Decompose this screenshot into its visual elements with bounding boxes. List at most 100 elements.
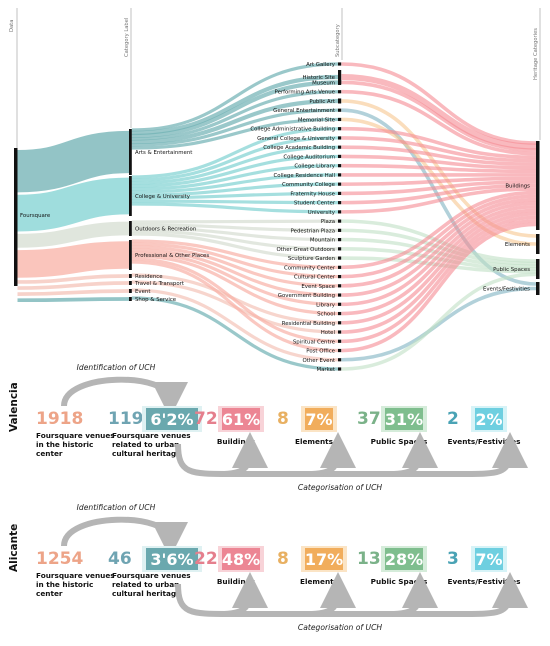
node-label-arts-and-entertainment: Arts & Entertainment — [135, 150, 192, 156]
public-percent: 28% — [385, 550, 423, 569]
node-buildings — [536, 141, 540, 230]
link-fraternity-house-to-buildings — [341, 180, 537, 196]
link-college-and-university-to-university — [131, 202, 339, 214]
node-label-community-college: Community College — [282, 182, 336, 188]
public-count: 13 — [357, 549, 381, 569]
column-title-subcategory: Subcategory — [335, 24, 341, 57]
elements-percent-box — [305, 408, 333, 430]
city-name-valencia: Valencia — [8, 382, 20, 432]
public-count: 37 — [357, 409, 381, 429]
node-performing-arts-venue — [338, 90, 342, 94]
node-label-outdoors-and-recreation: Outdoors & Recreation — [135, 227, 196, 233]
buildings-count: 22 — [194, 549, 218, 569]
node-sculpture-garden — [338, 256, 342, 260]
node-label-pedestrian-plaza: Pedestrian Plaza — [291, 228, 335, 234]
events-count: 2 — [447, 409, 459, 429]
link-museum-to-buildings — [341, 80, 537, 152]
link-professional-and-other-places-to-cultural-center — [131, 242, 339, 279]
node-label-foursquare: Foursquare — [20, 213, 51, 219]
related-count: 119 — [108, 409, 144, 429]
node-outdoors-and-recreation — [129, 221, 132, 236]
elements-percent-box — [305, 548, 343, 570]
node-historic-site — [338, 70, 342, 84]
buildings-percent-halo — [218, 546, 264, 572]
related-percent-halo — [142, 546, 202, 572]
node-event-space — [338, 284, 342, 288]
node-community-center — [338, 265, 342, 269]
link-arts-and-entertainment-to-historic-site — [131, 74, 339, 136]
node-label-events-festivities: Events/Festivities — [483, 287, 530, 293]
node-foursquare — [14, 148, 18, 286]
node-label-plaza: Plaza — [321, 219, 335, 225]
related-percent-box — [146, 548, 198, 570]
link-market-to-public-spaces — [341, 272, 537, 371]
buildings-percent-halo — [218, 406, 264, 432]
venues-count: 1918 — [36, 409, 83, 429]
node-label-university: University — [308, 210, 336, 216]
links-subcategory-to-heritage — [341, 62, 537, 371]
node-label-art-gallery: Art Gallery — [306, 62, 336, 68]
elements-percent-halo — [301, 406, 337, 432]
node-college-residence-hall — [338, 173, 342, 177]
link-college-and-university-to-student-center — [131, 199, 339, 205]
node-plaza — [338, 219, 342, 223]
link-outdoors-and-recreation-to-other-great-outdoors — [131, 229, 339, 251]
node-memorial-site — [338, 117, 342, 122]
node-label-college-administrative-building: College Administrative Building — [250, 127, 335, 133]
related-percent-halo — [142, 406, 202, 432]
node-student-center — [338, 201, 342, 205]
categorisation-arrow-buildings — [219, 432, 268, 477]
node-label-travel-and-transport: Travel & Transport — [134, 281, 184, 287]
node-label-spiritual-centre: Spiritual Centre — [293, 339, 336, 345]
link-college-and-university-to-community-college — [131, 182, 339, 197]
link-shop-and-service-to-market — [131, 296, 339, 371]
link-arts-and-entertainment-to-memorial-site — [131, 117, 339, 150]
node-professional-and-other-places — [129, 240, 132, 270]
identification-label: Identification of UCH — [77, 503, 156, 512]
link-outdoors-and-recreation-to-plaza — [131, 219, 339, 224]
link-source-residence — [17, 274, 130, 284]
link-college-and-university-to-college-academic-building — [131, 145, 339, 185]
node-cultural-center — [338, 274, 342, 279]
node-travel-and-transport — [129, 281, 132, 285]
node-label-mountain: Mountain — [310, 238, 335, 244]
city-name-alicante: Alicante — [8, 524, 20, 572]
link-student-center-to-buildings — [341, 183, 537, 205]
elements-percent: 17% — [305, 550, 343, 569]
link-source-outdoors-and-recreation — [17, 221, 130, 248]
link-college-and-university-to-fraternity-house — [131, 191, 339, 200]
node-hotel — [338, 330, 342, 334]
link-general-entertainment-to-events-festivities — [341, 108, 537, 286]
node-spiritual-centre — [338, 339, 342, 343]
node-label-college-auditorium: College Auditorium — [283, 154, 335, 160]
buildings-percent-box — [222, 408, 260, 430]
link-general-college-and-university-to-buildings — [341, 136, 537, 163]
link-college-academic-building-to-buildings — [341, 145, 537, 167]
node-label-professional-and-other-places: Professional & Other Places — [135, 253, 209, 259]
link-event-space-to-buildings — [341, 197, 537, 288]
link-professional-and-other-places-to-post-office — [131, 260, 339, 353]
node-art-gallery — [338, 62, 342, 66]
buildings-label: Buildings — [217, 437, 255, 446]
link-professional-and-other-places-to-library — [131, 251, 339, 306]
sankey-nodes: Foursquare Arts & Entertainment College & … — [14, 62, 540, 373]
node-general-college-and-university — [338, 136, 342, 140]
node-label-event-space: Event Space — [301, 284, 335, 290]
node-label-general-college-and-university: General College & University — [257, 136, 336, 142]
link-college-administrative-building-to-buildings — [341, 126, 537, 159]
categorisation-arrow-public — [389, 432, 438, 477]
link-college-and-university-to-college-auditorium — [131, 154, 339, 188]
link-government-building-to-buildings — [341, 201, 537, 297]
link-residential-building-to-buildings — [341, 212, 537, 325]
related-count: 46 — [108, 549, 132, 569]
node-label-college-library: College Library — [294, 164, 335, 170]
node-label-other-event: Other Event — [303, 358, 335, 364]
node-label-government-building: Government Building — [278, 293, 335, 299]
node-label-event: Event — [135, 289, 150, 295]
link-hotel-to-buildings — [341, 215, 537, 334]
public-label: Public Spaces — [371, 577, 428, 586]
link-source-travel-and-transport — [17, 281, 130, 290]
node-museum — [338, 79, 342, 85]
elements-label: Elements — [295, 437, 333, 446]
